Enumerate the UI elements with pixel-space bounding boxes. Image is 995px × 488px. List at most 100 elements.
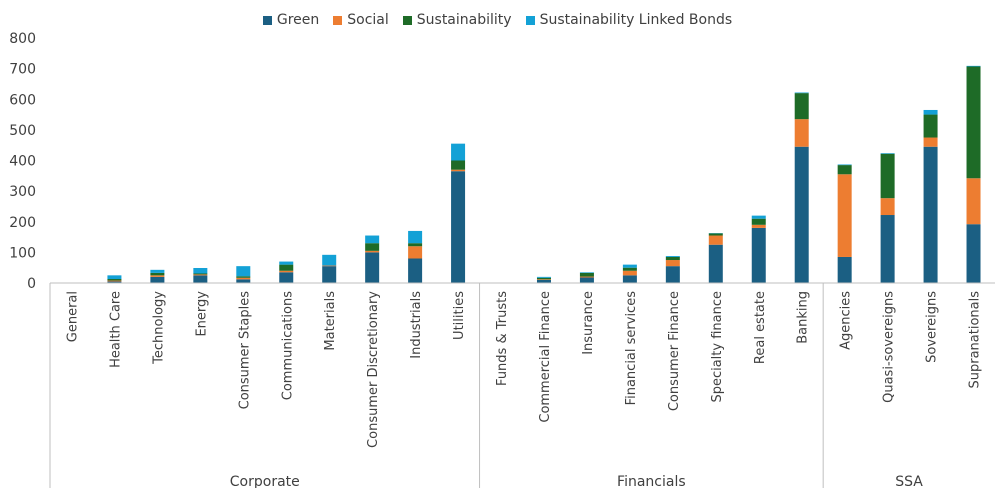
bar-consumer-discretionary-sustainability-linked-bonds <box>365 235 380 244</box>
y-tick-label: 800 <box>9 31 36 47</box>
bar-commercial-finance-sustainability-linked-bonds <box>536 276 551 278</box>
bar-health-care-green <box>107 281 122 283</box>
bar-banking-sustainability <box>794 93 809 120</box>
group-label: Corporate <box>230 474 300 488</box>
bar-insurance-sustainability <box>579 272 594 277</box>
bar-supranationals-sustainability-linked-bonds <box>966 65 981 67</box>
bar-commercial-finance-green <box>536 279 551 283</box>
legend-item-sustainability-linked-bonds: Sustainability Linked Bonds <box>525 12 733 28</box>
x-tick-label: Specialty finance <box>710 291 725 403</box>
bar-health-care-sustainability-linked-bonds <box>107 275 122 280</box>
bar-communications-social <box>279 270 294 273</box>
bar-industrials-sustainability <box>408 243 423 247</box>
bar-communications-sustainability-linked-bonds <box>279 261 294 265</box>
bar-technology-sustainability-linked-bonds <box>150 269 165 273</box>
bar-technology-social <box>150 275 165 277</box>
y-tick-label: 600 <box>9 92 36 108</box>
x-tick-label: Commercial Finance <box>538 291 553 423</box>
bar-specialty-finance-social <box>708 235 723 245</box>
bar-sovereigns-social <box>923 137 938 147</box>
bar-financial-services-social <box>622 270 637 276</box>
legend-swatch <box>333 15 343 25</box>
bar-health-care-social <box>107 280 122 282</box>
bar-commercial-finance-sustainability <box>536 277 551 280</box>
bar-utilities-green <box>451 171 466 283</box>
bar-utilities-sustainability-linked-bonds <box>451 143 466 161</box>
bar-consumer-staples-sustainability <box>236 276 251 278</box>
bar-utilities-sustainability <box>451 160 466 170</box>
bar-consumer-finance-sustainability <box>665 256 680 261</box>
bar-industrials-social <box>408 246 423 259</box>
x-tick-label: Materials <box>323 291 338 351</box>
x-axis: General Health Care Technology Energy Consum… <box>49 282 995 488</box>
bar-financial-services-sustainability <box>622 267 637 271</box>
bar-consumer-discretionary-sustainability <box>365 243 380 251</box>
bar-communications-green <box>279 272 294 283</box>
y-tick-label: 300 <box>9 184 36 200</box>
bar-banking-sustainability-linked-bonds <box>794 92 809 94</box>
bar-agencies-sustainability-linked-bonds <box>837 164 852 166</box>
x-tick-label: Quasi-sovereigns <box>882 291 897 403</box>
x-tick-label: Consumer Staples <box>237 291 252 410</box>
bar-supranationals-social <box>966 178 981 225</box>
bar-consumer-discretionary-green <box>365 252 380 283</box>
legend-label: Green <box>276 12 320 28</box>
x-tick-label: Consumer Finance <box>667 291 682 411</box>
x-tick-label: Banking <box>796 291 811 344</box>
bars <box>107 65 981 283</box>
bar-technology-sustainability <box>150 272 165 276</box>
bar-banking-social <box>794 119 809 147</box>
legend-label: Sustainability <box>416 12 512 28</box>
bar-consumer-finance-sustainability-linked-bonds <box>665 256 680 257</box>
bar-utilities-social <box>451 169 466 172</box>
x-tick-label: Financial services <box>624 291 639 406</box>
bar-consumer-staples-sustainability-linked-bonds <box>236 266 251 277</box>
group-label: Financials <box>617 474 686 488</box>
bar-consumer-finance-social <box>665 260 680 267</box>
bar-insurance-green <box>579 277 594 283</box>
bar-industrials-green <box>408 258 423 283</box>
x-tick-label: Real estate <box>753 291 768 364</box>
bar-specialty-finance-green <box>708 244 723 283</box>
bar-materials-sustainability-linked-bonds <box>322 254 337 266</box>
y-tick-label: 700 <box>9 62 36 78</box>
group-label: SSA <box>895 474 923 488</box>
legend-swatch <box>262 15 272 25</box>
bar-quasi-sovereigns-social <box>880 198 895 216</box>
x-tick-label: Insurance <box>581 291 596 355</box>
bar-sovereigns-green <box>923 146 938 283</box>
bar-technology-green <box>150 276 165 283</box>
y-tick-label: 500 <box>9 123 36 139</box>
bar-energy-social <box>193 274 208 276</box>
bar-health-care-sustainability <box>107 279 122 281</box>
legend-label: Sustainability Linked Bonds <box>539 12 733 28</box>
legend-item-sustainability: Sustainability <box>402 12 512 28</box>
bar-real-estate-sustainability-linked-bonds <box>751 215 766 219</box>
x-tick-label: Agencies <box>839 291 854 350</box>
x-tick-label: Supranationals <box>968 291 983 389</box>
y-axis: 0 100 200 300 400 500 600 700 800 <box>9 31 36 292</box>
y-tick-label: 200 <box>9 215 36 231</box>
x-tick-label: General <box>65 291 80 342</box>
bar-financial-services-green <box>622 275 637 283</box>
bar-quasi-sovereigns-green <box>880 215 895 283</box>
bar-consumer-finance-green <box>665 266 680 283</box>
bar-financial-services-sustainability-linked-bonds <box>622 264 637 268</box>
bar-agencies-green <box>837 256 852 283</box>
bar-real-estate-green <box>751 227 766 283</box>
y-tick-label: 400 <box>9 154 36 170</box>
bar-commercial-finance-social <box>536 279 551 280</box>
bar-consumer-staples-green <box>236 279 251 283</box>
bar-communications-sustainability <box>279 264 294 271</box>
bar-real-estate-social <box>751 224 766 228</box>
legend-swatch <box>402 15 412 25</box>
bar-agencies-social <box>837 174 852 257</box>
bar-quasi-sovereigns-sustainability-linked-bonds <box>880 153 895 154</box>
bar-insurance-sustainability-linked-bonds <box>579 272 594 273</box>
bar-supranationals-green <box>966 224 981 283</box>
bar-materials-green <box>322 266 337 283</box>
x-tick-label: Funds & Trusts <box>495 291 510 386</box>
bar-insurance-social <box>579 276 594 278</box>
bar-energy-sustainability-linked-bonds <box>193 267 208 274</box>
x-tick-label: Sovereigns <box>925 291 940 363</box>
